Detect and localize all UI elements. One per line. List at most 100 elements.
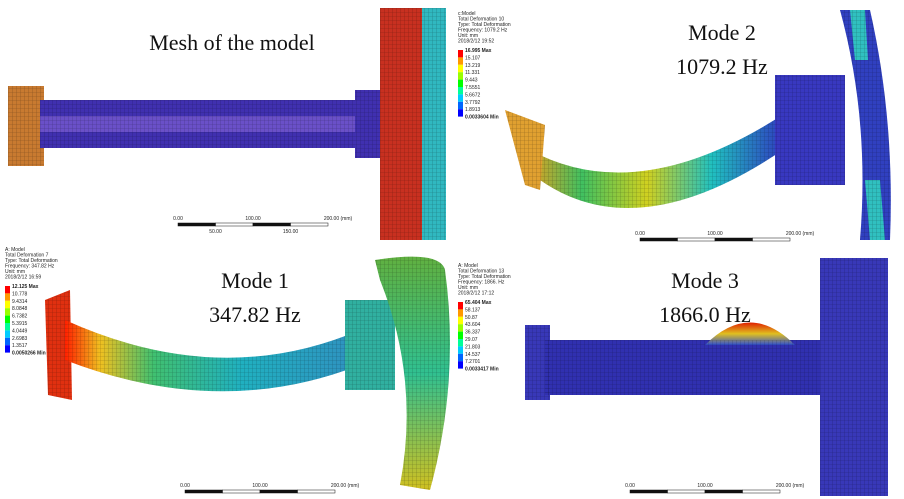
legend-value: 0.0033604 Min [465, 115, 499, 121]
scale-label: 100.00 [252, 483, 268, 489]
legend-header: 2018/2/12 19:52 [458, 39, 494, 45]
body: {"panels": [ {"title": "Mesh of the mode… [0, 0, 904, 499]
legend-value: 9.4314 [12, 299, 28, 305]
legend-swatch [5, 286, 10, 293]
legend-swatch [458, 57, 463, 64]
legend-swatch [5, 308, 10, 315]
scale-label: 100.00 [697, 483, 713, 489]
scale-label: 0.00 [635, 231, 645, 237]
scale-bar [185, 490, 223, 493]
scale-bar [178, 223, 216, 226]
panel-title: Mode 1 [221, 268, 289, 293]
legend-swatch [5, 338, 10, 345]
scale-label: 200.00 (mm) [776, 483, 805, 489]
legend-swatch [458, 102, 463, 109]
scale-bar [223, 490, 261, 493]
scale-bar [630, 490, 668, 493]
legend-swatch [458, 94, 463, 101]
scale-bar [705, 490, 743, 493]
scale-bar [715, 238, 753, 241]
legend-swatch [5, 345, 10, 352]
legend-value: 3.7792 [465, 100, 481, 106]
legend-swatch [458, 339, 463, 346]
panel-title: Mode 3 [671, 268, 739, 293]
scale-label: 150.00 [283, 229, 299, 235]
legend-value: 7.5551 [465, 85, 481, 91]
frequency: 1866.0 Hz [659, 302, 751, 327]
scale-label: 200.00 (mm) [331, 483, 360, 489]
scale-bar [291, 223, 329, 226]
panel-title: Mode 2 [688, 20, 756, 45]
frequency: 347.82 Hz [209, 302, 301, 327]
legend-swatch [458, 87, 463, 94]
legend-swatch [5, 323, 10, 330]
legend-swatch [458, 346, 463, 353]
legend-value: 5.6672 [465, 92, 481, 98]
legend-value: 36.337 [465, 330, 481, 336]
scale-bar [678, 238, 716, 241]
legend-value: 29.07 [465, 337, 478, 343]
legend-swatch [458, 65, 463, 72]
legend-value: 65.404 Max [465, 300, 492, 306]
legend-swatch [5, 301, 10, 308]
legend-value: 13.219 [465, 63, 481, 69]
scale-label: 0.00 [625, 483, 635, 489]
legend-value: 16.995 Max [465, 48, 492, 54]
legend-value: 9.443 [465, 78, 478, 84]
legend-value: 0.0050266 Min [12, 351, 46, 357]
legend-value: 1.3517 [12, 343, 28, 349]
scale-label: 200.00 (mm) [786, 231, 815, 237]
legend-header: 2018/2/12 16:59 [5, 275, 41, 281]
legend-header: 2018/2/12 17:12 [458, 291, 494, 297]
scale-bar [260, 490, 298, 493]
legend-swatch [5, 293, 10, 300]
legend-swatch [458, 332, 463, 339]
legend-swatch [5, 316, 10, 323]
scale-bar [640, 238, 678, 241]
legend-value: 2.6983 [12, 336, 28, 342]
legend-swatch [458, 50, 463, 57]
legend-swatch [458, 309, 463, 316]
legend-swatch [458, 354, 463, 361]
scale-bar [743, 490, 781, 493]
figure: Mesh of the model 0.00 50.00 100.00 150.00 20… [0, 0, 904, 499]
mode-3-model [525, 258, 888, 496]
legend-value: 7.2701 [465, 359, 481, 365]
scale-bar [216, 223, 254, 226]
scale-bar [753, 238, 791, 241]
scale-label: 100.00 [245, 216, 261, 222]
scale-bar [298, 490, 336, 493]
legend-value: 8.0848 [12, 306, 28, 312]
legend-swatch [458, 72, 463, 79]
legend-swatch [458, 80, 463, 87]
legend-value: 21.803 [465, 344, 481, 350]
scale-bar [668, 490, 706, 493]
legend-value: 12.125 Max [12, 284, 39, 290]
scale-label: 0.00 [173, 216, 183, 222]
legend-value: 50.87 [465, 315, 478, 321]
page: Modal analysis html, body { margin: 0; p… [0, 0, 904, 499]
legend-value: 6.7382 [12, 314, 28, 320]
legend-swatch [458, 302, 463, 309]
frequency: 1079.2 Hz [676, 54, 768, 79]
legend-value: 1.8913 [465, 107, 481, 113]
scale-label: 100.00 [707, 231, 723, 237]
legend-value: 0.0033417 Min [465, 367, 499, 373]
legend-value: 58.137 [465, 307, 481, 313]
legend-swatch [458, 317, 463, 324]
legend-value: 14.537 [465, 352, 481, 358]
legend-value: 11.331 [465, 70, 480, 76]
panel-title: Mesh of the model [149, 30, 315, 55]
legend-value: 4.0449 [12, 328, 28, 334]
legend-swatch [5, 330, 10, 337]
legend-value: 10.778 [12, 291, 28, 297]
legend-value: 43.604 [465, 322, 481, 328]
legend-swatch [458, 324, 463, 331]
scale-bar [253, 223, 291, 226]
legend-value: 5.3915 [12, 321, 28, 327]
legend-swatch [458, 109, 463, 116]
scale-label: 50.00 [209, 229, 222, 235]
legend-value: 15.107 [465, 55, 481, 61]
legend-swatch [458, 361, 463, 368]
scale-label: 200.00 (mm) [324, 216, 353, 222]
